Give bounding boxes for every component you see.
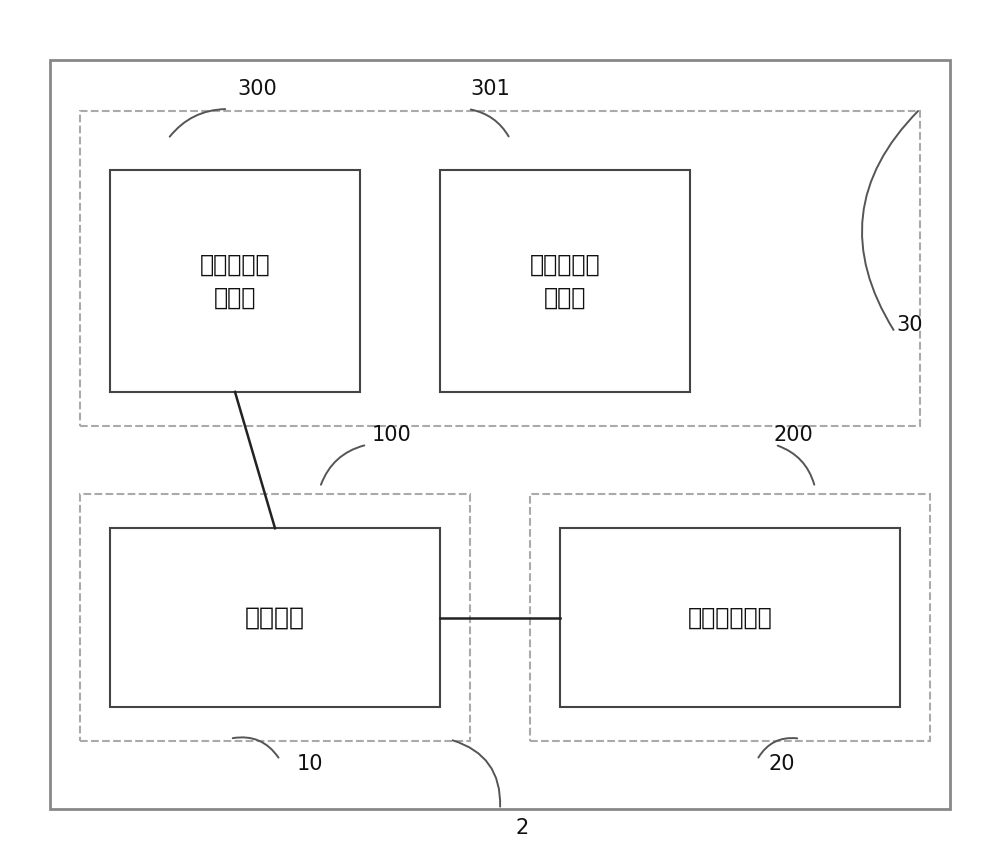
- Bar: [110, 170, 360, 392]
- Text: 模拟电压供
电电路: 模拟电压供 电电路: [200, 252, 270, 310]
- Text: 100: 100: [372, 424, 412, 445]
- Bar: [80, 111, 920, 426]
- Bar: [110, 528, 440, 707]
- Text: 300: 300: [237, 79, 277, 100]
- Text: 2: 2: [515, 818, 529, 838]
- Bar: [560, 528, 900, 707]
- Bar: [440, 170, 690, 392]
- Text: 数字电压供
电电路: 数字电压供 电电路: [530, 252, 600, 310]
- Text: 30: 30: [897, 315, 923, 336]
- Text: 20: 20: [769, 754, 795, 774]
- Bar: [50, 60, 950, 809]
- Bar: [80, 494, 470, 741]
- Bar: [530, 494, 930, 741]
- Text: 301: 301: [470, 79, 510, 100]
- Text: 主控芯片: 主控芯片: [245, 606, 305, 630]
- Text: 10: 10: [297, 754, 323, 774]
- Text: 背光驱动芯片: 背光驱动芯片: [688, 606, 772, 630]
- Text: 200: 200: [773, 424, 813, 445]
